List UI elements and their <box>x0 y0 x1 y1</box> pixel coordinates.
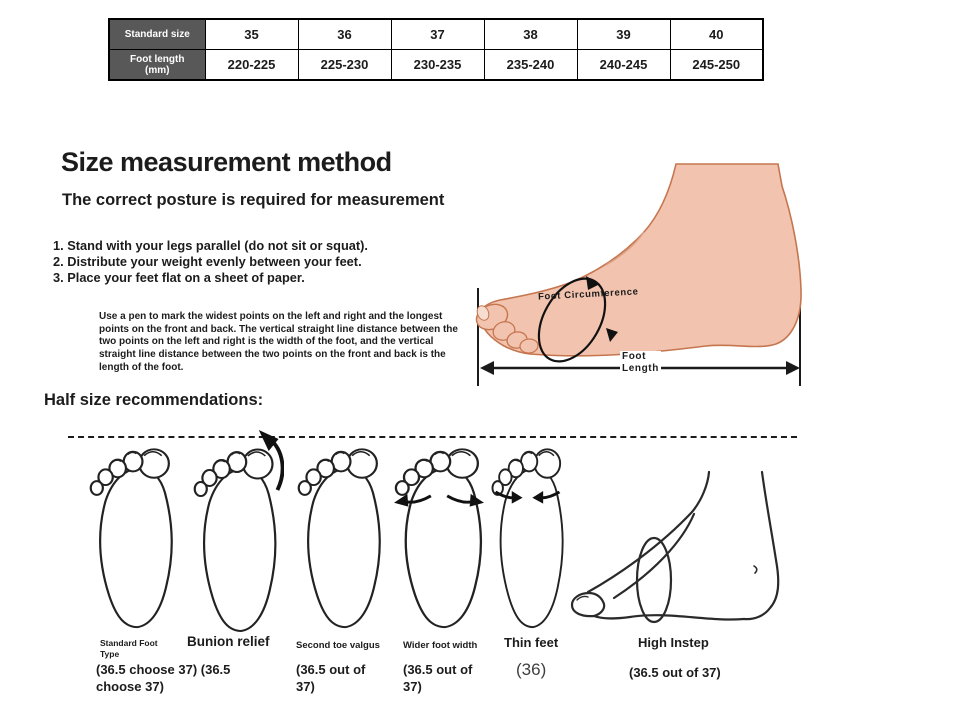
foot-type-label-second-toe: Second toe valgus <box>296 640 380 651</box>
size-cell: 39 <box>576 18 671 50</box>
size-cell: 38 <box>483 18 578 50</box>
high-instep-foot-drawing <box>570 470 780 624</box>
measurement-subtitle: The correct posture is required for meas… <box>62 191 445 209</box>
recommendation-wider: (36.5 out of 37) <box>403 662 473 694</box>
size-table-header-standard-size: Standard size <box>108 18 206 50</box>
size-cell: 37 <box>390 18 485 50</box>
recommendation-high-instep: (36.5 out of 37) <box>629 665 721 680</box>
length-cell: 225-230 <box>297 49 392 81</box>
size-table-header-foot-length: Foot length (mm) <box>108 49 206 81</box>
measurement-steps: 1. Stand with your legs parallel (do not… <box>53 238 368 285</box>
size-table-row-sizes: Standard size 35 36 37 38 39 40 <box>108 18 764 50</box>
foot-type-label-thin: Thin feet <box>504 635 559 650</box>
page-title: Size measurement method <box>61 147 392 177</box>
baseline-dashed-line <box>68 436 797 438</box>
length-cell: 220-225 <box>204 49 299 81</box>
size-cell: 35 <box>204 18 299 50</box>
size-cell: 36 <box>297 18 392 50</box>
wider-foot-drawing <box>394 448 484 629</box>
thin-foot-drawing <box>491 448 564 629</box>
recommendation-thin: (36) <box>516 660 547 679</box>
width-inward-arrows-icon <box>494 490 561 504</box>
foot-length-label: Foot Length <box>620 351 661 374</box>
length-cell: 240-245 <box>576 49 671 81</box>
length-cell: 235-240 <box>483 49 578 81</box>
half-size-heading: Half size recommendations: <box>44 391 264 409</box>
foot-type-label-high-instep: High Instep <box>638 635 709 650</box>
size-cell: 40 <box>669 18 764 50</box>
recommendation-second-toe: (36.5 out of 37) <box>296 662 366 694</box>
bunion-foot-drawing <box>193 430 284 632</box>
size-table-row-lengths: Foot length (mm) 220-225 225-230 230-235… <box>108 49 764 81</box>
bunion-arrow-icon <box>258 430 284 491</box>
width-outward-arrows-icon <box>394 493 484 507</box>
size-table: Standard size 35 36 37 38 39 40 Foot len… <box>108 18 764 81</box>
length-cell: 245-250 <box>669 49 764 81</box>
circumference-ellipse-icon <box>537 276 618 363</box>
foot-type-label-bunion: Bunion relief <box>187 634 270 649</box>
standard-foot-drawing <box>89 448 173 629</box>
foot-type-label-wider: Wider foot width <box>403 640 478 651</box>
measurement-detail: Use a pen to mark the widest points on t… <box>99 311 458 373</box>
instep-ellipse-icon <box>635 536 673 624</box>
recommendation-standard-bunion: (36.5 choose 37) (36.5 choose 37) <box>96 662 231 694</box>
length-cell: 230-235 <box>390 49 485 81</box>
foot-type-label-standard: Standard Foot Type <box>100 638 158 659</box>
second-toe-valgus-foot-drawing <box>297 448 381 629</box>
side-foot-graphic <box>475 163 802 357</box>
